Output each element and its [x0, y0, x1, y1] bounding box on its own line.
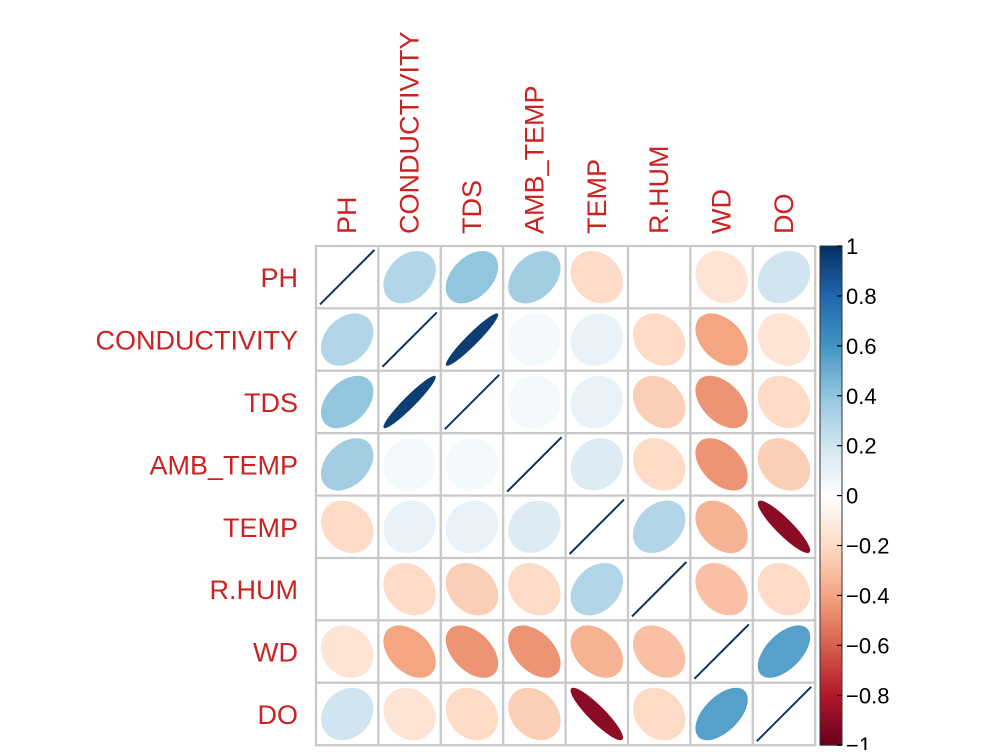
ellipse-do-r-hum	[633, 687, 686, 741]
ellipse-conductivity-ph	[321, 313, 374, 366]
column-label-wd: WD	[707, 189, 737, 234]
ellipse-r-hum-conductivity	[383, 562, 436, 616]
ellipse-amb-temp-ph	[321, 438, 374, 491]
color-legend-tick-label: 0	[846, 484, 858, 509]
color-legend-tick-label: 0.6	[846, 334, 877, 359]
color-legend-tick-label: 1	[846, 234, 858, 259]
row-label-do: DO	[258, 700, 299, 730]
ellipse-r-hum-do	[757, 562, 811, 616]
ellipse-r-hum-wd	[695, 563, 748, 616]
ellipse-tds-r-hum	[633, 375, 686, 429]
color-legend-tick-label: −0.4	[846, 583, 889, 608]
ellipse-ph-tds	[445, 251, 499, 304]
ellipse-do-wd	[695, 687, 748, 741]
ellipse-amb-temp-wd	[695, 438, 748, 491]
ellipse-ph-temp	[570, 250, 623, 304]
row-label-r-hum: R.HUM	[210, 575, 299, 605]
ellipse-do-tds	[445, 687, 499, 741]
ellipse-conductivity-wd	[695, 313, 748, 366]
diagonal-line	[506, 436, 563, 493]
ellipse-temp-wd	[695, 500, 748, 553]
diagonal-line	[319, 249, 376, 306]
ellipse-conductivity-amb-temp	[508, 313, 561, 366]
diagonal-line	[756, 686, 812, 742]
ellipse-temp-conductivity	[383, 500, 436, 553]
ellipse-ph-r-hum	[633, 251, 686, 304]
color-legend: 1 0.8 0.6 0.4 0.2 0 −0.2 −0.4 −0.6 −0.8 −1	[819, 234, 889, 755]
ellipse-tds-wd	[695, 375, 748, 429]
ellipse-amb-temp-tds	[445, 438, 499, 491]
row-label-conductivity: CONDUCTIVITY	[96, 326, 299, 356]
ellipse-r-hum-temp	[570, 563, 623, 616]
row-label-temp: TEMP	[223, 513, 298, 543]
diagonal-line	[444, 374, 500, 430]
column-label-temp: TEMP	[582, 159, 612, 234]
color-legend-tick-label: −1	[846, 733, 871, 750]
ellipse-do-ph	[320, 687, 374, 741]
ellipse-wd-r-hum	[632, 625, 686, 678]
row-label-wd: WD	[253, 638, 298, 668]
ellipse-r-hum-amb-temp	[508, 562, 561, 616]
row-label-ph: PH	[260, 263, 298, 293]
ellipse-wd-amb-temp	[508, 625, 561, 678]
ellipse-ph-amb-temp	[508, 251, 561, 304]
ellipse-ph-conductivity	[383, 251, 436, 304]
diagonal-line	[381, 311, 438, 368]
ellipse-temp-ph	[321, 500, 374, 553]
ellipse-conductivity-temp	[570, 313, 623, 366]
ellipse-amb-temp-temp	[570, 438, 623, 491]
ellipse-tds-conductivity	[383, 375, 436, 429]
color-legend-tick-label: 0.4	[846, 384, 877, 409]
color-legend-tick-label: −0.8	[846, 683, 889, 708]
ellipse-do-conductivity	[383, 687, 436, 741]
column-label-tds: TDS	[457, 180, 487, 234]
ellipse-temp-amb-temp	[508, 500, 561, 553]
ellipse-temp-do	[757, 500, 811, 554]
row-labels: PH CONDUCTIVITY TDS AMB_TEMP TEMP R.HUM WD DO	[96, 263, 299, 730]
color-legend-tick-label: −0.2	[846, 534, 889, 559]
color-legend-tick-label: −0.6	[846, 633, 889, 658]
color-legend-tick-label: 0.2	[846, 434, 877, 459]
ellipse-do-amb-temp	[508, 687, 561, 741]
ellipse-temp-r-hum	[632, 500, 686, 553]
diagonal-line	[631, 561, 688, 618]
ellipse-wd-conductivity	[383, 625, 436, 678]
color-legend-tick-label: 0.8	[846, 284, 877, 309]
ellipse-wd-tds	[445, 625, 499, 678]
ellipse-conductivity-tds	[445, 313, 499, 366]
ellipse-amb-temp-do	[757, 438, 811, 491]
matrix-cells	[314, 244, 817, 747]
ellipse-r-hum-ph	[320, 563, 374, 616]
column-label-ph: PH	[332, 196, 362, 234]
row-label-amb-temp: AMB_TEMP	[149, 450, 298, 480]
row-label-tds: TDS	[244, 388, 298, 418]
ellipse-wd-do	[757, 625, 811, 678]
ellipse-temp-tds	[445, 500, 499, 553]
column-labels: PH CONDUCTIVITY TDS AMB_TEMP TEMP R.HUM WD DO	[332, 32, 799, 234]
ellipse-tds-temp	[570, 375, 623, 429]
ellipse-conductivity-do	[757, 313, 811, 366]
ellipse-wd-ph	[321, 625, 374, 678]
diagonal-line	[568, 498, 625, 555]
column-label-amb-temp: AMB_TEMP	[519, 85, 549, 234]
diagonal-line	[693, 623, 750, 680]
ellipse-ph-wd	[695, 251, 748, 304]
ellipse-tds-amb-temp	[508, 375, 561, 429]
ellipse-wd-temp	[570, 625, 623, 678]
ellipse-do-temp	[570, 687, 623, 741]
ellipse-r-hum-tds	[445, 563, 499, 616]
ellipse-amb-temp-r-hum	[632, 438, 686, 491]
ellipse-tds-do	[757, 375, 811, 429]
ellipse-amb-temp-conductivity	[383, 438, 436, 491]
column-label-do: DO	[769, 194, 799, 235]
column-label-conductivity: CONDUCTIVITY	[395, 32, 425, 234]
ellipse-conductivity-r-hum	[632, 313, 686, 366]
column-label-r-hum: R.HUM	[644, 146, 674, 235]
ellipse-ph-do	[757, 251, 811, 304]
ellipse-tds-ph	[321, 375, 374, 429]
